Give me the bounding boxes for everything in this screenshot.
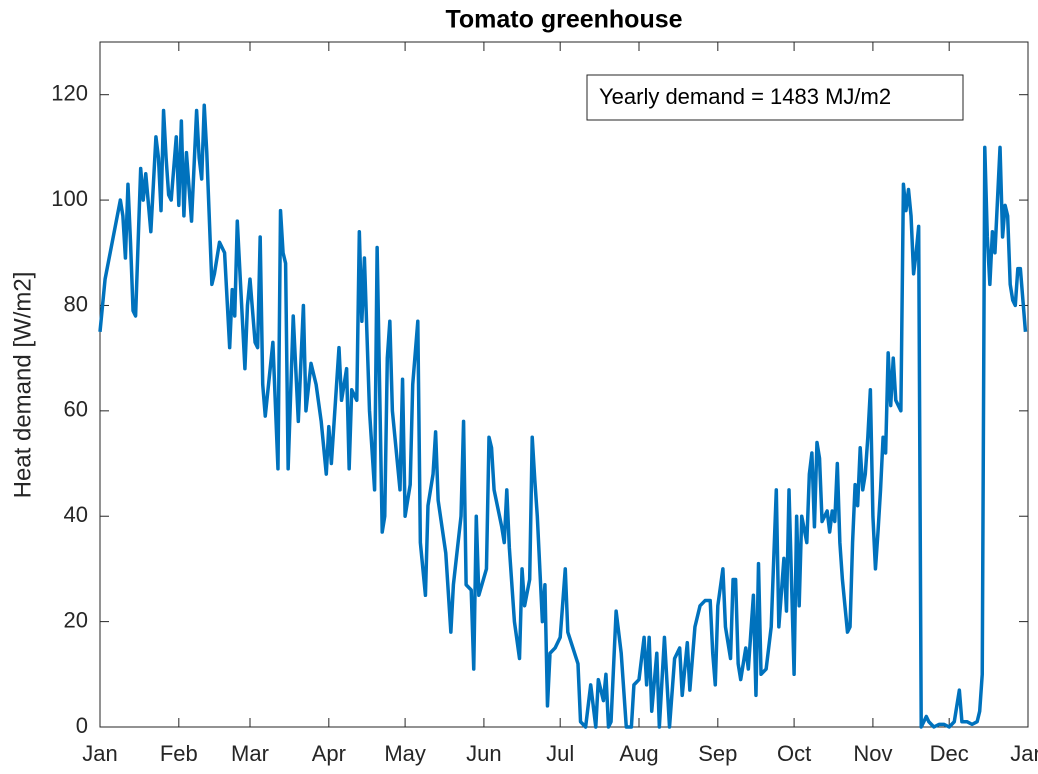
- y-tick-label: 0: [76, 713, 88, 738]
- x-tick-label: Nov: [853, 741, 892, 766]
- y-tick-label: 80: [64, 291, 88, 316]
- x-tick-label: Jun: [466, 741, 501, 766]
- x-tick-label: Feb: [160, 741, 198, 766]
- x-tick-label: Sep: [698, 741, 737, 766]
- x-tick-label: Jan: [82, 741, 117, 766]
- y-tick-label: 20: [64, 607, 88, 632]
- x-tick-label: Oct: [777, 741, 811, 766]
- annotation-box: [586, 74, 964, 121]
- x-tick-label: Jul: [546, 741, 574, 766]
- x-tick-label: Aug: [619, 741, 658, 766]
- y-tick-label: 100: [51, 186, 88, 211]
- x-tick-label: May: [384, 741, 426, 766]
- y-tick-label: 40: [64, 502, 88, 527]
- y-axis-label: Heat demand [W/m2]: [9, 272, 36, 499]
- plot-frame: [99, 41, 1029, 728]
- chart-title: Tomato greenhouse: [445, 6, 682, 34]
- line-series: [98, 103, 1028, 729]
- x-tick-label: Dec: [930, 741, 969, 766]
- y-tick-label: 120: [51, 81, 88, 106]
- x-tick-label: Jan: [1010, 741, 1038, 766]
- annotation: Yearly demand = 1483 MJ/m2: [599, 84, 891, 109]
- x-tick-label: Apr: [312, 741, 346, 766]
- x-tick-label: Mar: [231, 741, 269, 766]
- y-tick-label: 60: [64, 397, 88, 422]
